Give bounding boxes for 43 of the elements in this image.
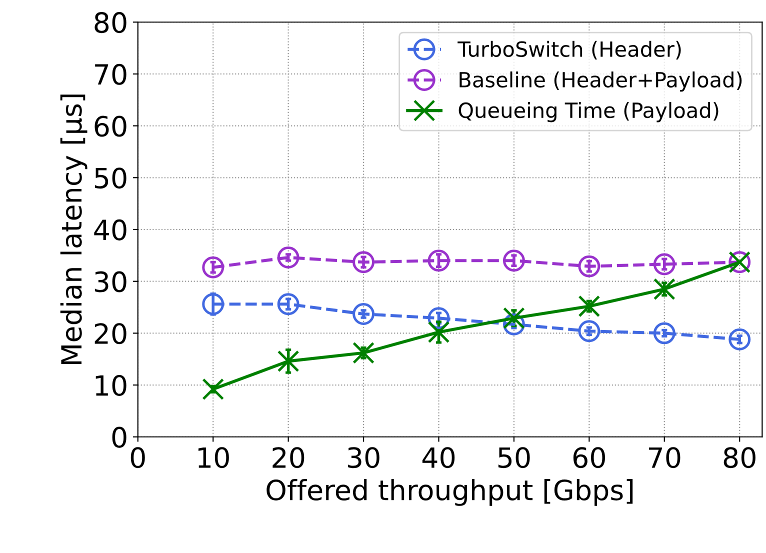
y-tick-label: 20 <box>94 323 126 344</box>
point <box>277 246 300 268</box>
y-tick-label: 70 <box>95 64 126 85</box>
point <box>277 350 300 372</box>
y-tick-label: 80 <box>94 12 126 34</box>
y-tick-label: 10 <box>96 374 126 396</box>
point <box>428 321 450 344</box>
legend-label: Baseline (Header+Payload) <box>460 71 742 92</box>
x-tick-label: 20 <box>272 447 304 468</box>
y-tick-label: 40 <box>94 219 126 240</box>
x-tick-label: 10 <box>198 447 229 468</box>
point <box>653 278 676 300</box>
legend-label: TurboSwitch (Header) <box>458 40 681 60</box>
point <box>352 342 374 364</box>
point <box>578 295 600 318</box>
legend-label: Queueing Time (Payload) <box>458 102 718 122</box>
point <box>428 250 450 272</box>
point <box>352 251 374 274</box>
point <box>202 378 224 400</box>
x-tick-label: 70 <box>648 447 680 468</box>
x-tick-label: 50 <box>498 447 530 468</box>
point <box>202 293 224 316</box>
point <box>578 255 600 278</box>
y-tick-label: 60 <box>94 116 126 137</box>
point <box>728 328 751 350</box>
point <box>502 250 525 272</box>
point <box>653 253 676 276</box>
x-tick-label: 0 <box>130 447 145 468</box>
x-tick-label: 60 <box>573 447 605 468</box>
point <box>277 293 300 316</box>
point <box>352 303 374 325</box>
x-tick-label: 40 <box>422 447 455 468</box>
y-axis-title: Median latency [µs] <box>60 94 88 364</box>
point <box>653 322 676 344</box>
point <box>578 320 600 342</box>
point <box>502 307 525 330</box>
x-tick-label: 80 <box>724 447 756 468</box>
point <box>202 256 224 278</box>
x-axis-title: Offered throughput [Gbps] <box>266 479 633 506</box>
y-tick-label: 0 <box>112 426 126 448</box>
y-tick-label: 30 <box>94 271 126 292</box>
y-tick-label: 50 <box>94 168 126 189</box>
x-tick-label: 30 <box>348 447 380 468</box>
